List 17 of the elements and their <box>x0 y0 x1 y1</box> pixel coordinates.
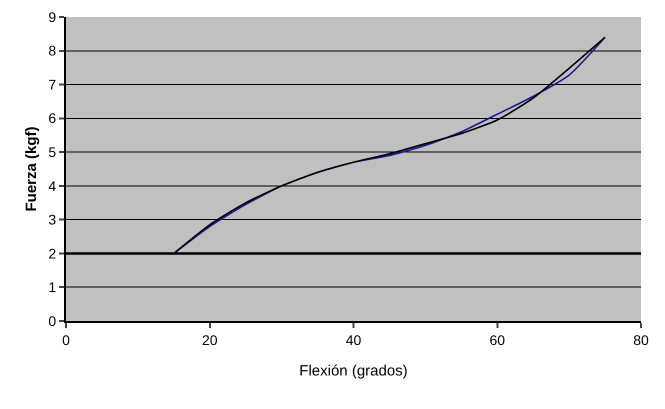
y-tick-label: 6 <box>48 110 56 126</box>
x-tick-label: 60 <box>489 332 506 348</box>
y-axis-title: Fuerza (kgf) <box>23 126 40 212</box>
y-tick-label: 8 <box>48 42 56 59</box>
y-tick-label: 7 <box>48 76 56 92</box>
x-tick-label: 40 <box>346 332 362 348</box>
x-tick-label: 20 <box>202 332 218 348</box>
x-axis-title: Flexión (grados) <box>299 362 408 380</box>
y-tick-label: 4 <box>48 178 56 194</box>
y-tick-label: 1 <box>48 279 56 296</box>
y-tick-label: 0 <box>48 312 56 329</box>
x-tick-label: 0 <box>62 332 70 348</box>
x-tick-label: 80 <box>633 332 649 348</box>
y-tick-label: 5 <box>48 144 56 160</box>
y-tick-label: 2 <box>48 245 56 262</box>
y-tick-label: 9 <box>48 8 56 25</box>
y-tick-label: 3 <box>48 212 56 228</box>
